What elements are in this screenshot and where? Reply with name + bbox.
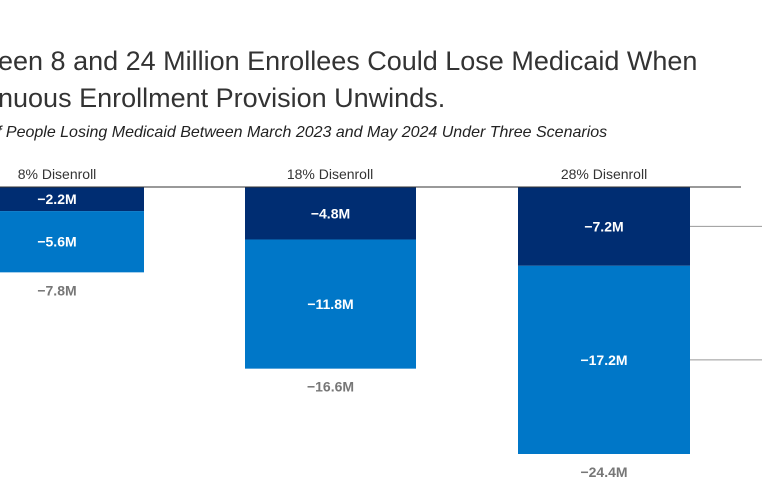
chart-title-line-2: nuous Enrollment Provision Unwinds. bbox=[0, 83, 446, 113]
bar-segment-bottom bbox=[245, 239, 416, 369]
category-label: 8% Disenroll bbox=[18, 166, 97, 182]
segment-value-label: −11.8M bbox=[307, 296, 353, 312]
segment-value-label: −7.2M bbox=[584, 218, 623, 234]
bar-segment-top bbox=[245, 187, 416, 240]
chart-subtitle: f People Losing Medicaid Between March 2… bbox=[0, 124, 608, 141]
segment-value-label: −2.2M bbox=[37, 191, 76, 207]
category-label: 18% Disenroll bbox=[287, 166, 373, 182]
segment-value-label: −5.6M bbox=[37, 234, 76, 250]
bar-segment-top bbox=[0, 187, 144, 212]
total-value-label: −16.6M bbox=[307, 379, 354, 395]
bar-segment-top bbox=[518, 187, 690, 266]
bar-segment-bottom bbox=[518, 265, 690, 454]
segment-value-label: −4.8M bbox=[311, 205, 350, 221]
chart-title-line-1: een 8 and 24 Million Enrollees Could Los… bbox=[0, 46, 698, 76]
total-value-label: −24.4M bbox=[580, 464, 627, 480]
category-label: 28% Disenroll bbox=[561, 166, 647, 182]
total-value-label: −7.8M bbox=[37, 282, 76, 298]
segment-value-label: −17.2M bbox=[580, 352, 627, 368]
bar-segment-bottom bbox=[0, 211, 144, 273]
